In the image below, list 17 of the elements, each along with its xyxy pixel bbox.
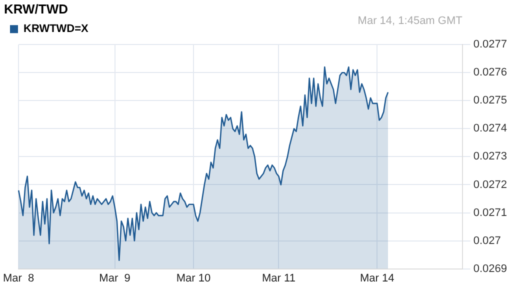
x-tick-label: Mar 9 xyxy=(99,272,130,284)
y-tick-label: 0.0275 xyxy=(473,94,508,107)
y-tick-label: 0.0273 xyxy=(473,150,508,163)
y-tick-label: 0.0276 xyxy=(473,66,508,79)
legend-label: KRWTWD=X xyxy=(24,23,90,36)
y-tick-label: 0.027 xyxy=(473,234,501,247)
text: Mar 14, 1:45am GMT xyxy=(358,15,463,28)
y-tick-label: 0.0274 xyxy=(473,122,508,135)
y-tick-label: 0.0277 xyxy=(473,38,508,51)
x-tick-label: Mar 8 xyxy=(2,272,34,284)
x-tick-label: Mar 11 xyxy=(262,272,296,284)
y-tick-label: 0.0272 xyxy=(473,178,508,191)
y-tick-label: 0.0269 xyxy=(473,262,508,275)
y-tick-label: 0.0271 xyxy=(473,206,508,219)
chart-title: KRW/TWD xyxy=(4,1,68,16)
x-tick-label: Mar 14 xyxy=(360,272,394,284)
x-tick-label: Mar 10 xyxy=(176,272,211,284)
